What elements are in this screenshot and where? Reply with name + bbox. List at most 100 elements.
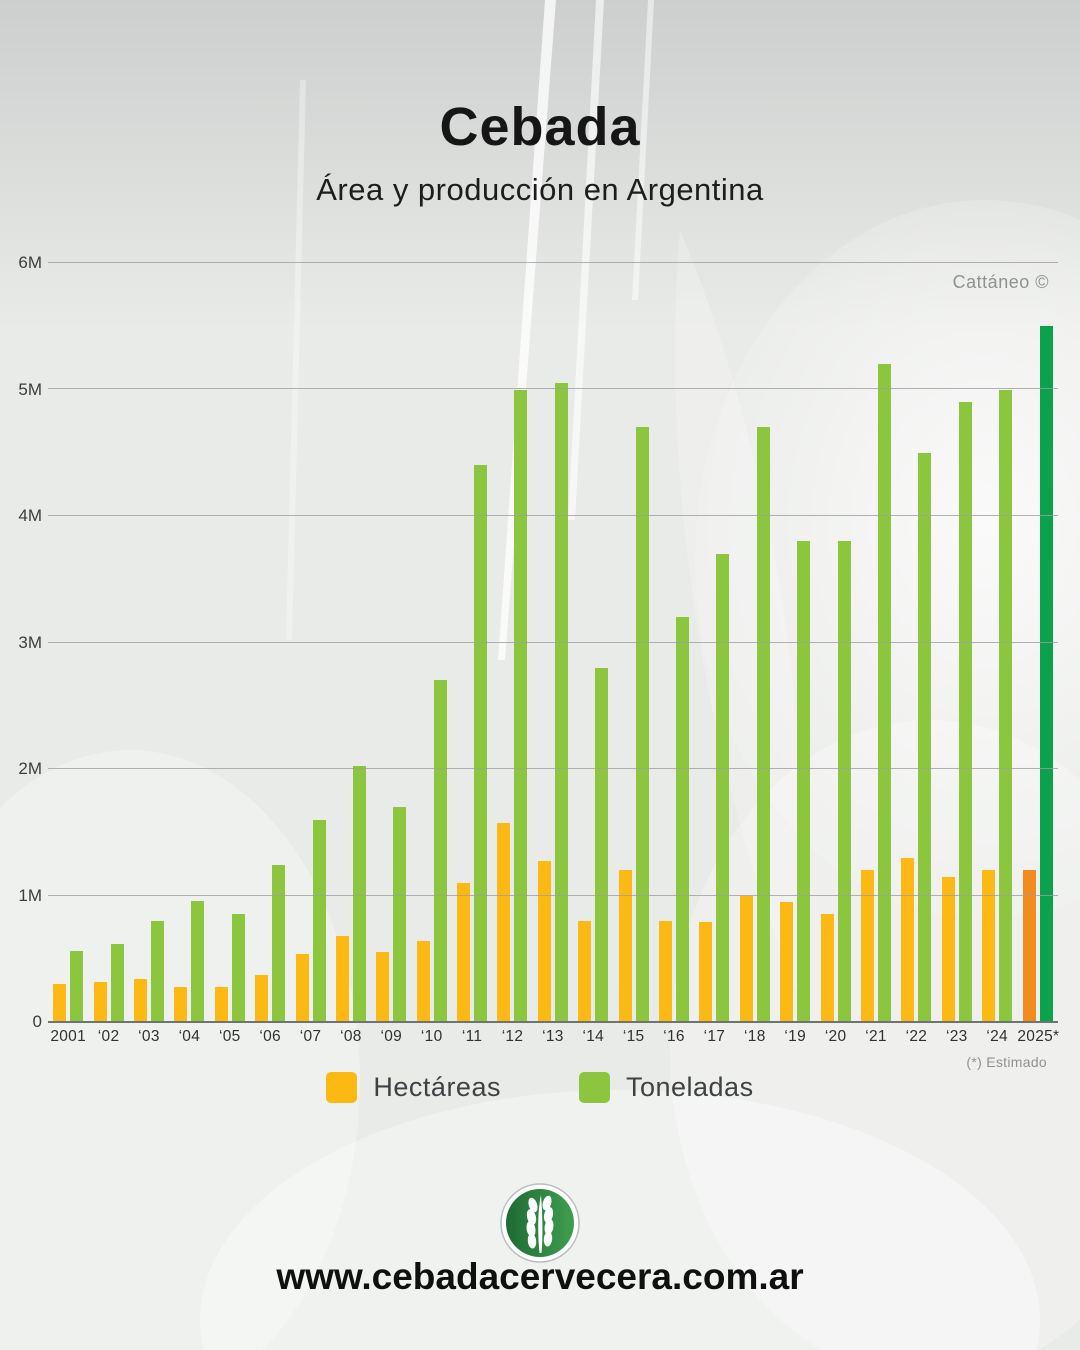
- bar-hectáreas-16: [659, 920, 673, 1022]
- bar-hectáreas-2025*: [1022, 870, 1036, 1022]
- bar-hectáreas-04: [174, 986, 188, 1022]
- bar-toneladas-08: [352, 766, 366, 1022]
- bar-group-11: [452, 263, 492, 1022]
- x-axis-label-14: ‘14: [582, 1028, 605, 1045]
- wheat-logo: [500, 1183, 580, 1263]
- bar-group-22: [896, 263, 936, 1022]
- bar-group-2001: [48, 263, 88, 1022]
- bar-hectáreas-2001: [53, 984, 67, 1022]
- bar-hectáreas-10: [416, 941, 430, 1022]
- bar-hectáreas-20: [820, 914, 834, 1022]
- y-axis-label-1M: 1M: [18, 885, 42, 905]
- x-axis-label-15: ‘15: [622, 1028, 645, 1045]
- bar-group-13: [533, 263, 573, 1022]
- bar-hectáreas-21: [861, 870, 874, 1022]
- bar-toneladas-13: [554, 383, 568, 1022]
- bar-toneladas-19: [797, 541, 811, 1022]
- y-axis-label-0: 0: [32, 1012, 42, 1031]
- x-axis-label-04: ‘04: [178, 1028, 201, 1045]
- bar-toneladas-2001: [70, 951, 84, 1022]
- bar-toneladas-16: [676, 617, 690, 1022]
- hectareas-swatch: [326, 1072, 358, 1103]
- bar-group-07: [290, 263, 330, 1022]
- bar-hectáreas-17: [699, 922, 713, 1022]
- x-axis-label-24: ‘24: [986, 1028, 1008, 1045]
- chart-legend: Hectáreas Toneladas: [0, 1072, 1080, 1103]
- x-axis-label-09: ‘09: [380, 1028, 403, 1045]
- bar-hectáreas-22: [901, 857, 915, 1022]
- x-axis-label-08: ‘08: [340, 1028, 362, 1045]
- bar-hectáreas-14: [578, 920, 592, 1022]
- x-axis-label-16: ‘16: [663, 1028, 685, 1045]
- bar-toneladas-06: [272, 865, 286, 1022]
- page-subtitle: Área y producción en Argentina: [316, 172, 764, 207]
- website-url: www.cebadacervecera.com.ar: [276, 1256, 804, 1297]
- bar-hectáreas-05: [214, 986, 228, 1022]
- gridline-4M: [48, 514, 1058, 516]
- bar-toneladas-14: [595, 667, 609, 1022]
- bar-group-03: [129, 263, 169, 1022]
- bar-toneladas-15: [635, 427, 649, 1022]
- toneladas-swatch: [578, 1072, 610, 1103]
- bar-group-21: [856, 263, 896, 1022]
- x-axis-label-07: ‘07: [299, 1028, 322, 1045]
- bar-hectáreas-19: [780, 901, 794, 1022]
- legend-label-hectareas: Hectáreas: [373, 1072, 501, 1102]
- bar-hectáreas-12: [497, 823, 511, 1022]
- bar-group-20: [815, 263, 855, 1022]
- bar-toneladas-02: [110, 943, 124, 1022]
- bar-group-02: [88, 263, 128, 1022]
- y-axis-label-4M: 4M: [18, 506, 42, 525]
- bar-toneladas-24: [999, 389, 1013, 1022]
- bar-hectáreas-03: [133, 979, 147, 1022]
- x-axis-label-22: ‘22: [905, 1028, 928, 1045]
- x-axis-label-18: ‘18: [744, 1028, 766, 1045]
- bar-hectáreas-02: [93, 981, 107, 1022]
- bar-hectáreas-11: [457, 882, 471, 1022]
- bar-toneladas-18: [756, 427, 770, 1022]
- x-axis-label-05: ‘05: [218, 1028, 241, 1045]
- x-axis-label-10: ‘10: [420, 1028, 443, 1045]
- x-axis-label-20: ‘20: [824, 1028, 847, 1045]
- legend-item-toneladas: Toneladas: [578, 1072, 754, 1103]
- bar-hectáreas-07: [295, 953, 309, 1022]
- bar-toneladas-12: [514, 389, 528, 1022]
- x-axis-label-19: ‘19: [784, 1028, 807, 1045]
- bar-group-14: [573, 263, 613, 1022]
- bar-toneladas-22: [918, 452, 932, 1022]
- bar-group-04: [169, 263, 209, 1022]
- bar-group-23: [937, 263, 977, 1022]
- bar-groups: [48, 263, 1058, 1022]
- x-axis-label-23: ‘23: [945, 1028, 968, 1045]
- bar-toneladas-20: [837, 541, 851, 1022]
- gridline-5M: [48, 388, 1058, 390]
- x-axis-label-2001: 2001: [50, 1028, 87, 1045]
- bar-toneladas-11: [474, 465, 488, 1022]
- bar-hectáreas-23: [941, 876, 955, 1022]
- bar-group-05: [210, 263, 250, 1022]
- bar-toneladas-2025*: [1039, 326, 1053, 1022]
- bar-group-2025*: [1017, 263, 1057, 1022]
- bar-group-08: [331, 263, 371, 1022]
- estimate-footnote: (*) Estimado: [966, 1054, 1047, 1070]
- gridline-6M: [48, 262, 1058, 263]
- x-axis-label-13: ‘13: [542, 1028, 564, 1045]
- y-axis-label-6M: 6M: [18, 253, 42, 272]
- bar-hectáreas-18: [739, 895, 753, 1022]
- gridline-3M: [48, 641, 1058, 643]
- bar-toneladas-17: [716, 553, 730, 1022]
- y-axis-label-2M: 2M: [18, 759, 42, 778]
- bar-hectáreas-06: [255, 975, 269, 1022]
- y-axis-label-3M: 3M: [18, 632, 42, 652]
- x-axis-label-12: ‘12: [501, 1028, 524, 1045]
- bar-group-09: [371, 263, 411, 1022]
- x-axis-label-17: ‘17: [703, 1028, 726, 1045]
- bar-group-12: [492, 263, 532, 1022]
- bar-toneladas-09: [393, 806, 407, 1022]
- bar-toneladas-23: [958, 402, 972, 1022]
- bar-toneladas-21: [878, 364, 891, 1022]
- bar-toneladas-05: [231, 914, 245, 1022]
- x-axis-label-06: ‘06: [259, 1028, 281, 1045]
- x-axis-label-2025*: 2025*: [1017, 1028, 1060, 1045]
